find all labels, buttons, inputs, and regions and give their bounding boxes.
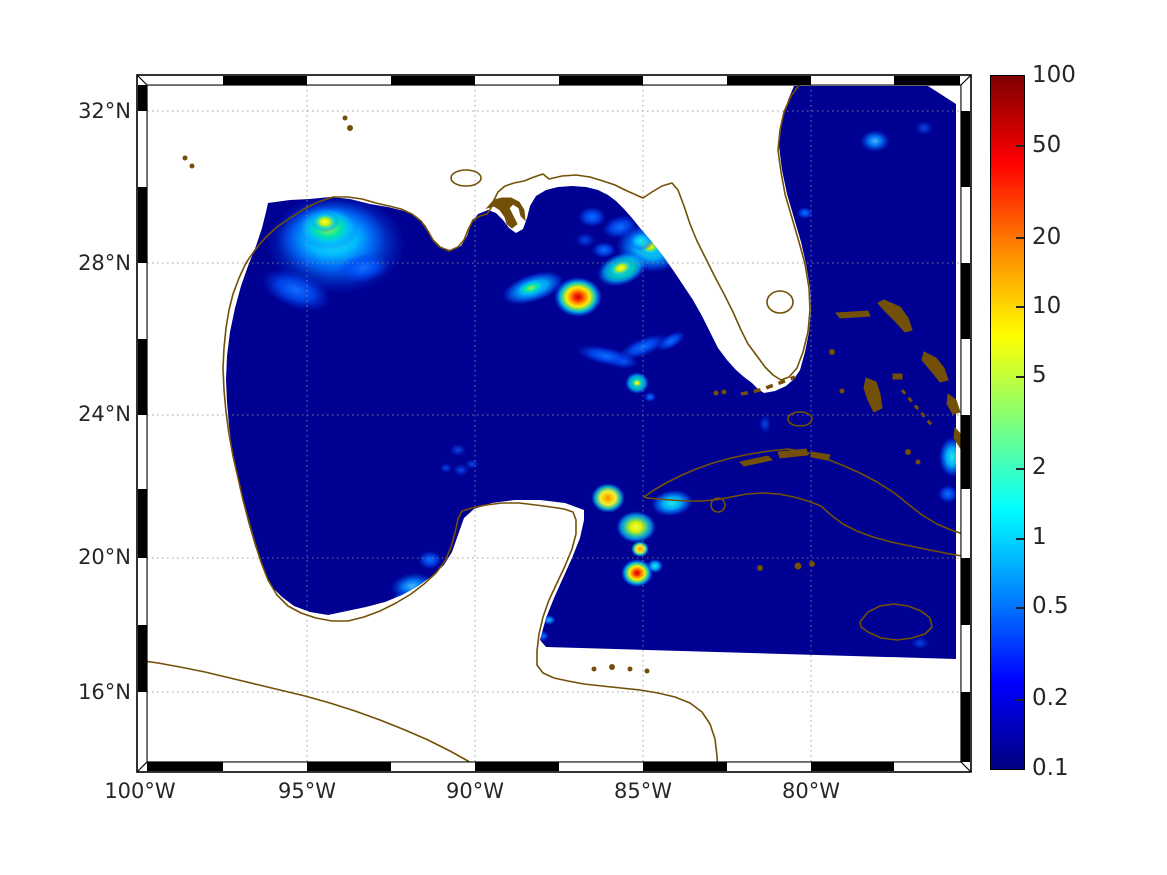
hotspot	[651, 489, 693, 517]
hotspot	[631, 378, 643, 388]
colorbar-tick	[1016, 468, 1024, 470]
cayman-islands	[757, 561, 815, 571]
hotspot	[515, 278, 547, 298]
hotspot	[592, 242, 616, 258]
hotspot	[602, 215, 638, 239]
mississippi-delta	[485, 197, 526, 229]
coastline-north-america	[222, 85, 811, 762]
hotspot	[938, 485, 956, 503]
hotspot	[797, 207, 813, 219]
colorbar-label-100: 100	[1032, 62, 1076, 88]
hotspot	[418, 551, 442, 569]
hotspot	[453, 464, 469, 476]
hotspot	[647, 559, 663, 573]
isla-juventud	[710, 497, 726, 513]
lon-tick-95w: 95°W	[278, 779, 336, 803]
hotspot	[610, 355, 638, 369]
honduras-islands	[591, 664, 650, 674]
lon-tick-85w: 85°W	[614, 779, 672, 803]
lat-tick-28n: 28°N	[78, 251, 131, 275]
lake-okeechobee	[766, 290, 794, 314]
lake-pontchartrain	[450, 169, 482, 187]
colorbar-label-1: 1	[1032, 524, 1047, 550]
dry-tortugas	[713, 389, 727, 396]
hotspot	[337, 253, 389, 283]
colorbar-label-10: 10	[1032, 293, 1062, 319]
hotspot	[575, 233, 595, 247]
colorbar-tick	[1016, 376, 1024, 378]
hotspot	[618, 334, 668, 360]
coastline-jamaica	[859, 603, 933, 641]
colorbar-label-20: 20	[1032, 224, 1062, 250]
colorbar-label-02: 0.2	[1032, 685, 1069, 711]
lat-tick-24n: 24°N	[78, 402, 131, 426]
hotspot	[591, 483, 625, 513]
frame-bottom	[147, 762, 960, 771]
hotspot	[631, 541, 649, 557]
hotspot	[656, 330, 686, 352]
hotspot	[578, 207, 606, 227]
colorbar-label-01: 0.1	[1032, 755, 1069, 781]
frame-corner-miters	[136, 74, 972, 773]
hotspot	[644, 392, 656, 402]
coastlines	[147, 85, 961, 762]
hotspot	[915, 121, 933, 135]
hotspot	[911, 637, 929, 649]
colorbar-tick	[1016, 607, 1024, 609]
cay-sal-bank	[787, 411, 813, 427]
graticule	[147, 85, 961, 762]
bahamas	[829, 299, 961, 465]
lat-tick-32n: 32°N	[78, 99, 131, 123]
exuma-cays	[900, 389, 936, 429]
colorbar-tick	[1016, 699, 1024, 701]
coastline-pacific-mexico	[147, 660, 471, 762]
hotspot-layer	[261, 121, 956, 649]
hotspot	[440, 463, 452, 473]
hotspot	[621, 559, 653, 587]
lon-tick-100w: 100°W	[104, 779, 176, 803]
hotspot	[860, 130, 890, 152]
frame-right	[961, 85, 970, 762]
hotspot	[759, 415, 771, 433]
hotspot	[554, 277, 602, 317]
hotspot	[616, 511, 656, 543]
hotspot	[311, 212, 339, 232]
frame-left	[138, 85, 147, 762]
hotspot	[465, 459, 479, 469]
hotspot	[608, 259, 634, 277]
lat-tick-16n: 16°N	[78, 680, 131, 704]
hotspot	[939, 437, 956, 477]
colorbar	[990, 75, 1025, 770]
colorbar-tick	[1016, 145, 1024, 147]
lon-tick-90w: 90°W	[446, 779, 504, 803]
colorbar-label-2: 2	[1032, 454, 1047, 480]
colorbar-tick	[1016, 306, 1024, 308]
colorbar-tick	[1016, 237, 1024, 239]
colorbar-label-05: 0.5	[1032, 593, 1069, 619]
cuba-north-cays	[738, 448, 831, 467]
colorbar-label-50: 50	[1032, 132, 1062, 158]
hotspot	[450, 444, 466, 456]
lon-tick-80w: 80°W	[782, 779, 840, 803]
florida-keys	[740, 375, 796, 396]
colorbar-label-5: 5	[1032, 362, 1047, 388]
lat-tick-20n: 20°N	[78, 545, 131, 569]
frame-top	[147, 76, 960, 85]
small-lakes-texas	[182, 115, 353, 169]
colorbar-tick	[1016, 538, 1024, 540]
map-frame	[136, 74, 972, 773]
hotspot	[261, 269, 331, 311]
